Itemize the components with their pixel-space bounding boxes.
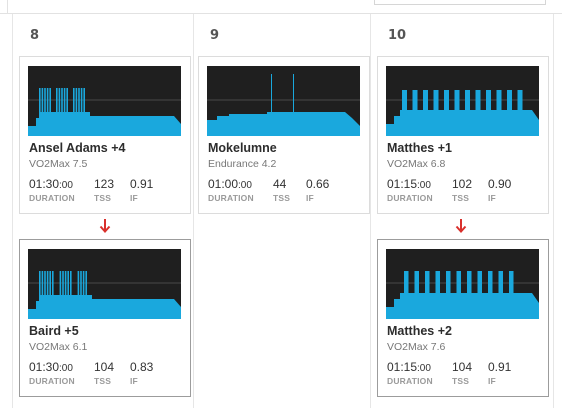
down-arrow-icon (455, 219, 467, 233)
tss-value: 44 (273, 177, 287, 191)
workout-card[interactable]: Baird +5 VO2Max 6.1 01:30:00 104 0.83 DU… (19, 239, 191, 397)
day-column-divider (553, 14, 554, 408)
tss-value: 104 (452, 360, 473, 374)
if-label: IF (488, 193, 496, 203)
workout-title: Ansel Adams +4 (29, 141, 126, 155)
duration-label: DURATION (29, 376, 75, 386)
if-value: 0.91 (488, 360, 512, 374)
down-arrow-icon (99, 219, 111, 233)
workout-subtitle: VO2Max 6.1 (29, 341, 88, 353)
workout-title: Baird +5 (29, 324, 79, 338)
day-column-divider (193, 14, 194, 408)
if-label: IF (306, 193, 314, 203)
duration-value: 01:00:00 (208, 177, 252, 191)
previous-week-row-edge (0, 0, 562, 14)
tss-label: TSS (94, 376, 112, 386)
workout-title: Matthes +2 (387, 324, 452, 338)
workout-title: Mokelumne (208, 141, 277, 155)
workout-profile-chart (28, 66, 181, 136)
if-value: 0.83 (130, 360, 154, 374)
tss-value: 102 (452, 177, 473, 191)
if-value: 0.66 (306, 177, 330, 191)
duration-value: 01:30:00 (29, 360, 73, 374)
previous-workout-card-edge[interactable] (374, 0, 546, 5)
duration-label: DURATION (387, 376, 433, 386)
duration-value: 01:15:00 (387, 177, 431, 191)
day-column-divider (12, 14, 13, 408)
workout-subtitle: VO2Max 7.5 (29, 158, 88, 170)
tss-value: 123 (94, 177, 115, 191)
if-label: IF (488, 376, 496, 386)
day-number-9: 9 (210, 28, 220, 43)
previous-day-cell-edge (0, 0, 8, 13)
workout-card[interactable]: Mokelumne Endurance 4.2 01:00:00 44 0.66… (198, 56, 370, 214)
tss-label: TSS (452, 376, 470, 386)
workout-card[interactable]: Matthes +1 VO2Max 6.8 01:15:00 102 0.90 … (377, 56, 549, 214)
tss-label: TSS (94, 193, 112, 203)
day-number-8: 8 (30, 28, 40, 43)
day-number-10: 10 (388, 28, 407, 43)
workout-card[interactable]: Matthes +2 VO2Max 7.6 01:15:00 104 0.91 … (377, 239, 549, 397)
duration-label: DURATION (29, 193, 75, 203)
workout-subtitle: VO2Max 6.8 (387, 158, 446, 170)
duration-label: DURATION (387, 193, 433, 203)
workout-card[interactable]: Ansel Adams +4 VO2Max 7.5 01:30:00 123 0… (19, 56, 191, 214)
day-column-divider (370, 14, 371, 408)
workout-profile-chart (386, 66, 539, 136)
duration-value: 01:15:00 (387, 360, 431, 374)
if-value: 0.91 (130, 177, 154, 191)
workout-title: Matthes +1 (387, 141, 452, 155)
workout-profile-chart (386, 249, 539, 319)
tss-label: TSS (452, 193, 470, 203)
duration-value: 01:30:00 (29, 177, 73, 191)
if-value: 0.90 (488, 177, 512, 191)
workout-subtitle: VO2Max 7.6 (387, 341, 446, 353)
workout-subtitle: Endurance 4.2 (208, 158, 277, 170)
duration-label: DURATION (208, 193, 254, 203)
workout-profile-chart (207, 66, 360, 136)
if-label: IF (130, 376, 138, 386)
if-label: IF (130, 193, 138, 203)
tss-value: 104 (94, 360, 115, 374)
workout-profile-chart (28, 249, 181, 319)
tss-label: TSS (273, 193, 291, 203)
